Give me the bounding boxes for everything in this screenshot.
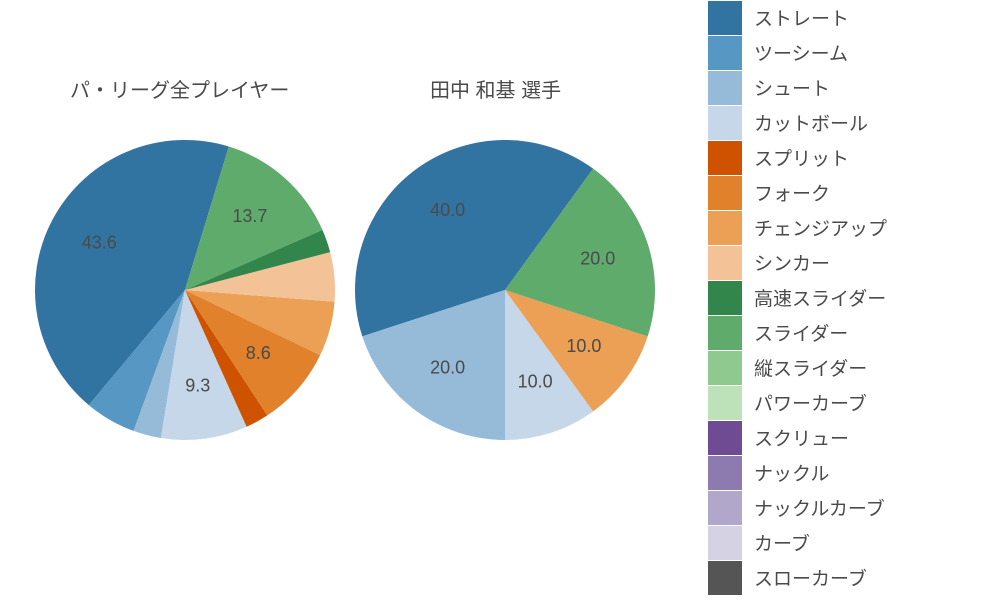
legend-swatch: [708, 316, 742, 350]
legend-label: ナックルカーブ: [754, 494, 885, 521]
legend-label: フォーク: [754, 179, 830, 206]
pie-slice-label: 20.0: [580, 249, 615, 269]
figure: パ・リーグ全プレイヤー 田中 和基 選手 43.6 9.3 8.6 13.7 40.0…: [0, 0, 1000, 600]
legend-label: ストレート: [754, 4, 849, 31]
legend-item: シンカー: [708, 245, 988, 280]
legend-item: カットボール: [708, 105, 988, 140]
legend-label: ツーシーム: [754, 39, 848, 66]
legend-item: チェンジアップ: [708, 210, 988, 245]
legend-label: 高速スライダー: [754, 284, 886, 311]
pie-slice-label: 13.7: [232, 206, 267, 226]
legend-label: スクリュー: [754, 424, 849, 451]
pie-slice-label: 8.6: [246, 343, 271, 363]
legend-swatch: [708, 71, 742, 105]
pie-slice-label: 10.0: [566, 336, 601, 356]
legend-swatch: [708, 246, 742, 280]
legend-swatch: [708, 36, 742, 70]
legend-item: ナックル: [708, 455, 988, 490]
legend-swatch: [708, 386, 742, 420]
pie-chart-player: 40.0 20.0 10.0 10.0 20.0: [355, 140, 655, 440]
pie-slice-label: 43.6: [82, 232, 117, 252]
legend-swatch: [708, 456, 742, 490]
pie-slice-label: 10.0: [518, 371, 553, 391]
legend-swatch: [708, 106, 742, 140]
legend-item: スクリュー: [708, 420, 988, 455]
legend-item: ナックルカーブ: [708, 490, 988, 525]
legend: ストレートツーシームシュートカットボールスプリットフォークチェンジアップシンカー…: [708, 0, 988, 595]
legend-label: スローカーブ: [754, 564, 867, 591]
legend-item: スローカーブ: [708, 560, 988, 595]
legend-label: パワーカーブ: [754, 389, 867, 416]
legend-item: 高速スライダー: [708, 280, 988, 315]
legend-swatch: [708, 141, 742, 175]
legend-label: スライダー: [754, 319, 848, 346]
legend-item: 縦スライダー: [708, 350, 988, 385]
legend-label: ナックル: [754, 459, 829, 486]
legend-item: スプリット: [708, 140, 988, 175]
legend-swatch: [708, 491, 742, 525]
legend-swatch: [708, 351, 742, 385]
legend-item: スライダー: [708, 315, 988, 350]
legend-swatch: [708, 1, 742, 35]
legend-label: チェンジアップ: [754, 214, 887, 241]
legend-label: シンカー: [754, 249, 830, 276]
legend-item: シュート: [708, 70, 988, 105]
pie-slice-label: 9.3: [185, 375, 210, 395]
legend-item: ツーシーム: [708, 35, 988, 70]
legend-item: カーブ: [708, 525, 988, 560]
pie-chart-league: 43.6 9.3 8.6 13.7: [35, 140, 335, 440]
legend-swatch: [708, 526, 742, 560]
legend-swatch: [708, 421, 742, 455]
legend-swatch: [708, 281, 742, 315]
pie-title-player: 田中 和基 選手: [430, 74, 561, 103]
legend-label: シュート: [754, 74, 830, 101]
legend-swatch: [708, 561, 742, 595]
legend-label: 縦スライダー: [754, 354, 867, 381]
legend-item: パワーカーブ: [708, 385, 988, 420]
legend-label: スプリット: [754, 144, 849, 171]
legend-label: カーブ: [754, 529, 810, 556]
pie-slice-label: 40.0: [430, 200, 465, 220]
legend-label: カットボール: [754, 109, 868, 136]
pie-slice-label: 20.0: [430, 358, 465, 378]
legend-item: フォーク: [708, 175, 988, 210]
pie-title-league: パ・リーグ全プレイヤー: [70, 74, 289, 103]
legend-item: ストレート: [708, 0, 988, 35]
legend-swatch: [708, 211, 742, 245]
legend-swatch: [708, 176, 742, 210]
